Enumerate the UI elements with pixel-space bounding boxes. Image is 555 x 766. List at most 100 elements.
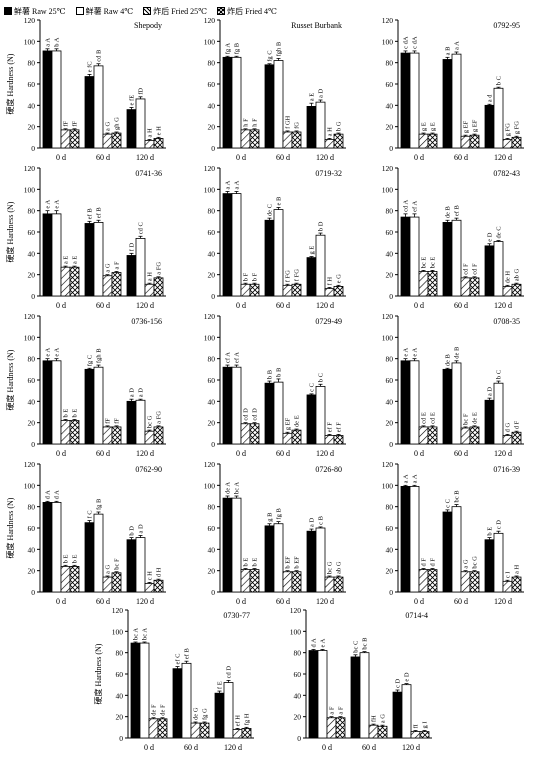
bar [126, 255, 137, 297]
significance-label: a d [487, 94, 494, 103]
bar [511, 136, 522, 149]
bar [84, 223, 95, 297]
bar [93, 65, 104, 149]
y-tick-label: 100 [204, 37, 216, 46]
y-tick-label: 60 [28, 80, 36, 89]
significance-label: a H [327, 127, 334, 137]
legend-label: 鲜薯 Raw 25℃ [14, 6, 66, 16]
significance-label: ab G [514, 268, 521, 281]
significance-label: fD [138, 88, 145, 95]
bar [111, 132, 122, 149]
significance-label: g EF [472, 119, 479, 132]
bar [60, 266, 71, 297]
significance-label: a D [138, 388, 145, 398]
legend-swatch-hatch [143, 7, 152, 15]
significance-label: b EF [285, 556, 292, 569]
significance-label: c B [318, 515, 325, 525]
y-tick-label: 20 [208, 567, 216, 576]
bar [306, 106, 317, 149]
bar [418, 271, 429, 297]
significance-label: e A [320, 638, 327, 647]
significance-label: bc A [234, 482, 241, 494]
significance-label: a FG [156, 262, 163, 275]
bar [42, 501, 53, 593]
significance-label: a H [147, 272, 154, 282]
y-tick-label: 60 [386, 376, 394, 385]
x-tick-label: 120 d [136, 301, 154, 310]
bar [511, 431, 522, 445]
x-tick-label: 120 d [494, 153, 512, 162]
significance-label: bc F [114, 558, 121, 570]
x-tick-label: 0 d [144, 743, 154, 752]
y-tick-label: 120 [382, 16, 394, 25]
chart-panel: 0 20 40 60 80 100 120 硬度 Hardness (N) Shepody a A… [5, 16, 166, 162]
x-tick-label: 120 d [136, 153, 154, 162]
bar [111, 426, 122, 445]
bar [231, 497, 242, 593]
y-tick-label: 120 [204, 16, 216, 25]
bar [231, 193, 242, 297]
significance-label: d F [421, 558, 428, 567]
panel-title: 0708-35 [493, 317, 520, 326]
significance-label: b G [336, 121, 343, 131]
significance-label: e D [404, 672, 411, 682]
significance-label: a B [445, 46, 452, 56]
bar [249, 569, 260, 593]
y-tick-label: 40 [386, 397, 394, 406]
x-tick-label: 60 d [184, 743, 198, 752]
significance-label: h F [252, 118, 259, 127]
bar [359, 652, 370, 739]
bar [484, 539, 495, 593]
significance-label: cd C [138, 222, 145, 234]
panel-title: 0719-32 [315, 169, 342, 178]
bar [418, 569, 429, 593]
y-tick-label: 120 [24, 312, 36, 321]
significance-label: fg C [267, 50, 274, 61]
bar [51, 501, 62, 593]
significance-label: bc E [421, 257, 428, 269]
x-tick-label: 0 d [322, 743, 332, 752]
significance-label: a A [45, 38, 52, 47]
bar [126, 539, 137, 593]
significance-label: cd F [472, 263, 479, 275]
bar [135, 237, 146, 297]
bar [493, 382, 504, 445]
y-tick-label: 80 [116, 649, 124, 658]
significance-label: fI [413, 724, 420, 728]
significance-label: b E [63, 409, 70, 418]
bar [451, 362, 462, 445]
panel-title: 0714-4 [405, 611, 428, 620]
y-tick-label: 80 [386, 59, 394, 68]
bar [273, 60, 284, 149]
significance-label: cd A [403, 199, 410, 211]
significance-label: b F [243, 272, 250, 281]
bar [400, 360, 411, 445]
significance-label: a H [147, 128, 154, 138]
y-tick-label: 20 [208, 271, 216, 280]
significance-label: fgh B [276, 41, 283, 56]
significance-label: ef B [87, 208, 94, 220]
y-axis-label: 硬度 Hardness (N) [5, 497, 15, 558]
significance-label: a E [63, 256, 70, 265]
bar [144, 140, 155, 149]
y-tick-label: 40 [208, 101, 216, 110]
significance-label: c D [496, 520, 503, 530]
bar [181, 662, 192, 739]
significance-label: d A [45, 490, 52, 500]
x-tick-label: 60 d [276, 153, 290, 162]
bar [427, 271, 438, 297]
significance-label: c dA [403, 36, 410, 49]
bar [469, 134, 480, 149]
bar [460, 427, 471, 445]
bar [409, 485, 420, 593]
significance-label: cd D [243, 408, 250, 421]
bar [144, 283, 155, 297]
significance-label: a D [318, 88, 325, 98]
bar [418, 133, 429, 149]
bar [153, 137, 164, 149]
x-tick-label: 0 d [236, 301, 246, 310]
y-tick-label: 60 [208, 228, 216, 237]
